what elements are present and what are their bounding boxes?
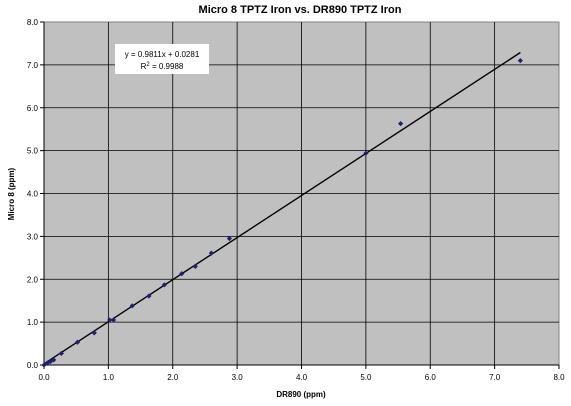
data-point [58,350,64,357]
data-point [51,357,57,363]
axis-ticks: 0.0 1.0 2.0 3.0 4.0 5.0 6.0 7.0 8.0 0.0 1.0 2.0 3.0 4… [27,18,565,382]
data-point [146,293,152,299]
x-tick-label: 1.0 [103,373,115,382]
y-tick-label: 7.0 [27,61,39,70]
data-point [74,339,81,345]
data-point [107,317,113,323]
data-point [91,330,97,336]
x-tick-label: 0.0 [38,373,50,382]
data-point [129,303,135,309]
y-tick-label: 1.0 [27,318,39,327]
x-tick-label: 8.0 [553,373,565,382]
data-point [44,360,50,366]
data-points [41,57,523,368]
x-tick-label: 7.0 [489,373,501,382]
x-tick-label: 3.0 [232,373,244,382]
grid-lines [44,22,559,365]
data-point [192,263,198,269]
data-point [398,121,404,127]
trendline-group [43,51,521,365]
y-tick-label: 4.0 [27,190,39,199]
data-point [363,150,369,156]
trendline-equation-box: y = 0.9811x + 0.0281 R2 = 0.9988 [115,44,209,74]
y-tick-label: 8.0 [27,18,39,27]
data-point [208,250,214,256]
y-tick-label: 6.0 [27,104,39,113]
x-tick-label: 6.0 [425,373,437,382]
chart-title: Micro 8 TPTZ Iron vs. DR890 TPTZ Iron [199,4,402,16]
data-point [179,271,185,277]
y-tick-label: 2.0 [27,275,39,284]
r-squared-label: R2 = 0.9988 [141,62,184,71]
y-axis-title: Micro 8 (ppm) [7,167,16,220]
x-tick-label: 5.0 [360,373,372,382]
x-tick-label: 4.0 [296,373,308,382]
trendline [43,51,521,365]
data-point [161,282,167,288]
x-tick-label: 2.0 [167,373,179,382]
data-point [110,317,117,323]
data-point [517,57,523,64]
y-tick-label: 5.0 [27,147,39,156]
trendline-equation: y = 0.9811x + 0.0281 [125,50,200,59]
data-point [226,235,232,242]
y-tick-label: 3.0 [27,232,39,241]
y-tick-label: 0.0 [27,361,39,370]
x-axis-title: DR890 (ppm) [276,390,326,399]
